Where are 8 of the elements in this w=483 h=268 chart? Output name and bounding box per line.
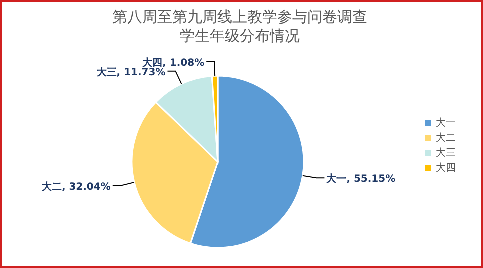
legend-label: 大四 <box>436 162 456 174</box>
legend-label: 大三 <box>436 147 456 159</box>
data-label: 大二, 32.04% <box>40 180 111 193</box>
legend-label: 大二 <box>436 132 456 144</box>
chart-subtitle: 学生年级分布情况 <box>180 27 300 45</box>
legend-label: 大一 <box>436 117 456 129</box>
chart-title: 第八周至第九周线上教学参与问卷调查 <box>112 8 368 26</box>
data-label: 大一, 55.15% <box>326 173 396 186</box>
